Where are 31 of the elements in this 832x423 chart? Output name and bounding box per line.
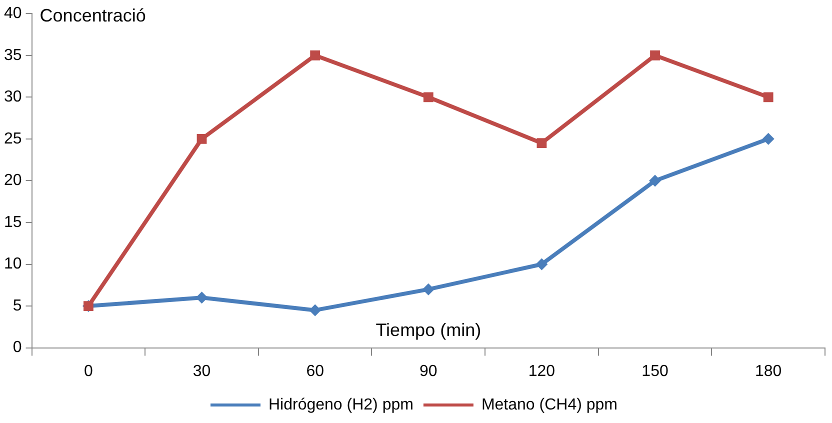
y-tick-label: 40 bbox=[4, 5, 22, 22]
x-tick-label: 150 bbox=[642, 362, 668, 380]
point bbox=[536, 258, 548, 270]
x-tick-label: 0 bbox=[84, 362, 93, 380]
point bbox=[423, 92, 434, 102]
point bbox=[536, 138, 547, 148]
point bbox=[762, 132, 774, 145]
y-tick-label: 35 bbox=[4, 46, 22, 64]
point bbox=[309, 304, 322, 316]
point bbox=[650, 50, 660, 60]
y-tick-label: 10 bbox=[4, 256, 22, 273]
y-axis-title: Concentració bbox=[40, 6, 146, 26]
x-tick-label: 90 bbox=[420, 362, 438, 380]
y-tick-label: 0 bbox=[12, 339, 22, 356]
y-tick-label: 25 bbox=[4, 130, 22, 148]
point bbox=[422, 283, 434, 296]
x-tick-label: 180 bbox=[754, 362, 782, 380]
y-tick-label: 20 bbox=[4, 172, 22, 190]
point bbox=[310, 50, 320, 60]
legend-label: Hidrógeno (H2) ppm bbox=[268, 396, 414, 414]
y-tick-label: 30 bbox=[4, 88, 22, 106]
legend-label: Metano (CH4) ppm bbox=[481, 396, 618, 414]
point bbox=[196, 134, 207, 144]
x-tick-label: 60 bbox=[306, 362, 324, 380]
y-tick-label: 5 bbox=[12, 297, 22, 314]
point bbox=[649, 174, 662, 187]
y-tick-label: 15 bbox=[4, 214, 22, 231]
x-axis-title: Tiempo (min) bbox=[376, 320, 482, 340]
point bbox=[763, 92, 774, 102]
x-tick-label: 30 bbox=[192, 362, 211, 380]
x-tick-label: 120 bbox=[528, 362, 556, 380]
